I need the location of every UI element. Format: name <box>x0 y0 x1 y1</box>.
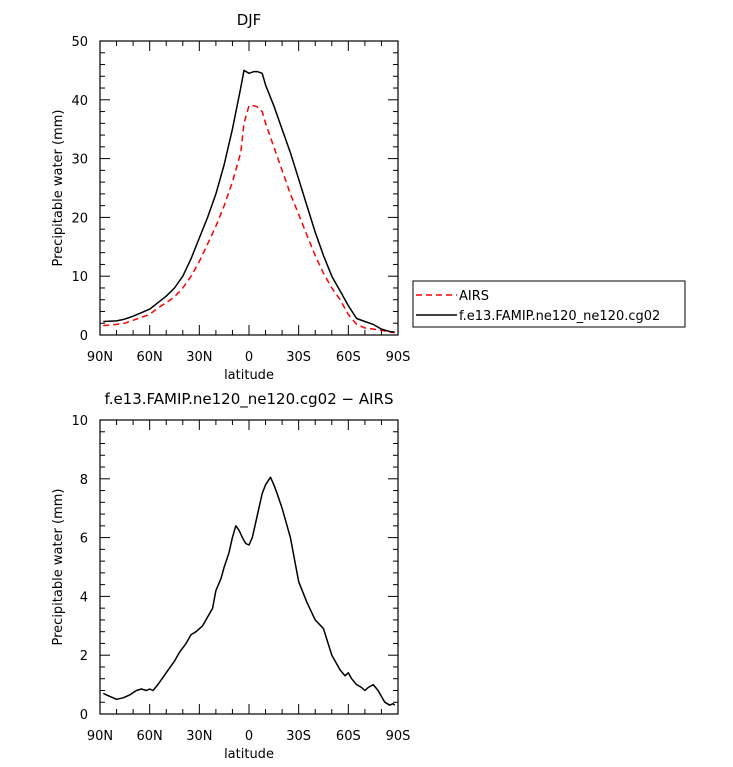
chart1-series-line-1 <box>103 104 395 334</box>
chart1-x-tick-label: 0 <box>245 350 253 365</box>
chart1-x-tick-label: 30S <box>286 350 311 365</box>
chart1-series-line-2 <box>103 69 395 333</box>
chart2-x-tick-label: 90N <box>87 729 113 744</box>
chart2-y-tick-label: 4 <box>80 590 88 605</box>
legend-label-1: AIRS <box>459 289 489 304</box>
chart1-y-tick-label: 10 <box>71 270 88 285</box>
chart1-x-tick-label: 60N <box>137 350 163 365</box>
chart1-x-axis-label: latitude <box>224 368 274 383</box>
chart1-y-tick-label: 50 <box>71 35 88 50</box>
chart2-x-tick-label: 90S <box>386 729 411 744</box>
chart2-y-tick-label: 0 <box>80 708 88 723</box>
legend-label-2: f.e13.FAMIP.ne120_ne120.cg02 <box>459 309 660 324</box>
chart1-title: DJF <box>237 11 262 29</box>
chart1-y-tick-label: 20 <box>71 211 88 226</box>
chart2-x-tick-label: 30N <box>186 729 212 744</box>
legend-box <box>412 280 686 328</box>
chart2-y-tick-label: 2 <box>80 649 88 664</box>
chart2-x-tick-label: 0 <box>245 729 253 744</box>
chart2-x-tick-label: 60N <box>137 729 163 744</box>
chart2-x-tick-label: 60S <box>336 729 361 744</box>
chart1-x-tick-label: 60S <box>336 350 361 365</box>
chart2-y-axis-label: Precipitable water (mm) <box>51 489 66 646</box>
chart1-y-axis-label: Precipitable water (mm) <box>51 110 66 267</box>
chart1-x-tick-label: 90N <box>87 350 113 365</box>
chart1-y-tick-label: 30 <box>71 153 88 168</box>
chart1-y-tick-label: 0 <box>80 329 88 344</box>
chart2-series-line-1 <box>102 476 396 706</box>
chart2-y-tick-label: 8 <box>80 473 88 488</box>
chart2-x-axis-label: latitude <box>224 747 274 762</box>
chart1-x-tick-label: 30N <box>186 350 212 365</box>
chart2-y-tick-label: 10 <box>71 414 88 429</box>
chart2-x-tick-label: 30S <box>286 729 311 744</box>
chart2-plot-frame <box>99 419 399 715</box>
chart1-x-tick-label: 90S <box>386 350 411 365</box>
chart2-title: f.e13.FAMIP.ne120_ne120.cg02 − AIRS <box>105 390 394 409</box>
chart2-y-tick-label: 6 <box>80 532 88 547</box>
chart1-plot-frame <box>99 40 399 336</box>
chart1-y-tick-label: 40 <box>71 94 88 109</box>
